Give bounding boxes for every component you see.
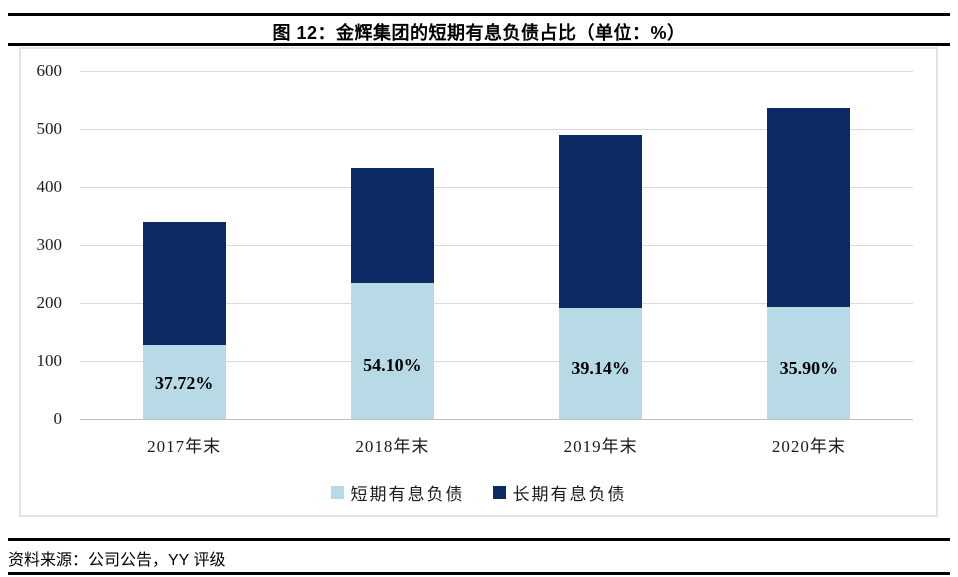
title-divider bbox=[8, 43, 950, 46]
bar-segment-long-2017年末 bbox=[142, 221, 226, 345]
bar-data-label: 35.90% bbox=[779, 358, 839, 378]
bar-segment-short-2019年末 bbox=[559, 307, 643, 419]
bar-segment-long-2020年末 bbox=[767, 107, 851, 308]
bar-segment-long-2018年末 bbox=[350, 168, 434, 284]
legend-swatch-short-term bbox=[330, 486, 344, 499]
bar-segment-short-2017年末 bbox=[142, 344, 226, 419]
bar-data-label: 37.72% bbox=[154, 373, 214, 393]
gridline-100 bbox=[80, 360, 913, 362]
gridline-600 bbox=[80, 70, 913, 72]
gridline-500 bbox=[80, 128, 913, 130]
footer-divider-top bbox=[8, 538, 950, 541]
legend-item-short-term: 短期有息负债 bbox=[330, 480, 465, 505]
source-note: 资料来源：公司公告，YY 评级 bbox=[8, 552, 226, 569]
bar-data-label: 39.14% bbox=[571, 358, 630, 378]
chart-area: 0 100 200 300 400 500 600 37.72% 2017年末 54.10% 201… bbox=[19, 47, 938, 517]
chart-legend: 短期有息负债 长期有息负债 bbox=[21, 480, 936, 505]
top-divider bbox=[8, 13, 950, 16]
figure-title: 图 12：金辉集团的短期有息负债占比（单位：%） bbox=[272, 23, 686, 43]
footer-divider-bottom bbox=[8, 572, 950, 575]
legend-swatch-long-term bbox=[492, 486, 506, 499]
y-axis-tick-label: 300 bbox=[36, 235, 63, 254]
legend-label: 短期有息负债 bbox=[350, 485, 465, 504]
gridline-200 bbox=[80, 302, 913, 304]
bar-data-label: 54.10% bbox=[363, 355, 422, 375]
gridline-400 bbox=[80, 186, 913, 188]
gridline-300 bbox=[80, 244, 913, 246]
bar-segment-short-2020年末 bbox=[767, 307, 851, 419]
y-axis-tick-label: 400 bbox=[36, 177, 63, 196]
legend-item-long-term: 长期有息负债 bbox=[492, 480, 627, 505]
y-axis-tick-label: 600 bbox=[36, 61, 63, 80]
x-axis-category-label: 2019年末 bbox=[563, 437, 638, 456]
bar-segment-short-2018年末 bbox=[350, 283, 434, 419]
y-axis-tick-label: 0 bbox=[53, 409, 63, 428]
x-axis-category-label: 2017年末 bbox=[147, 437, 222, 456]
legend-label: 长期有息负债 bbox=[512, 485, 627, 504]
y-axis-tick-label: 500 bbox=[36, 119, 63, 138]
gridline-0 bbox=[80, 418, 913, 420]
bar-segment-long-2019年末 bbox=[559, 134, 643, 308]
x-axis-category-label: 2018年末 bbox=[355, 437, 430, 456]
x-axis-category-label: 2020年末 bbox=[771, 437, 846, 456]
y-axis-tick-label: 100 bbox=[36, 351, 63, 370]
y-axis-tick-label: 200 bbox=[36, 293, 63, 312]
